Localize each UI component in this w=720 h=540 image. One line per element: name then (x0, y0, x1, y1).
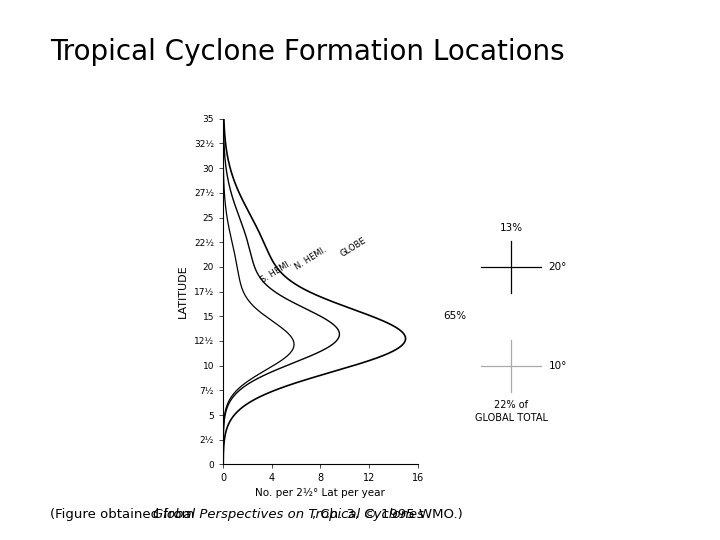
Text: GLOBE: GLOBE (338, 236, 368, 259)
Text: Global Perspectives on Tropical Cyclones: Global Perspectives on Tropical Cyclones (153, 508, 424, 521)
Text: 20°: 20° (549, 262, 567, 272)
Text: , Ch. 3, © 1995 WMO.): , Ch. 3, © 1995 WMO.) (312, 508, 462, 521)
Text: 10°: 10° (549, 361, 567, 370)
Text: 22% of: 22% of (494, 400, 528, 410)
Text: 65%: 65% (444, 311, 467, 321)
Text: Tropical Cyclone Formation Locations: Tropical Cyclone Formation Locations (50, 38, 565, 66)
Y-axis label: LATITUDE: LATITUDE (179, 265, 189, 319)
Text: S. HEMI.: S. HEMI. (260, 259, 294, 285)
Text: GLOBAL TOTAL: GLOBAL TOTAL (474, 413, 548, 423)
Text: (Figure obtained from: (Figure obtained from (50, 508, 199, 521)
Text: 13%: 13% (500, 223, 523, 233)
X-axis label: No. per 2½° Lat per year: No. per 2½° Lat per year (256, 488, 385, 498)
Text: N. HEMI.: N. HEMI. (294, 245, 328, 272)
